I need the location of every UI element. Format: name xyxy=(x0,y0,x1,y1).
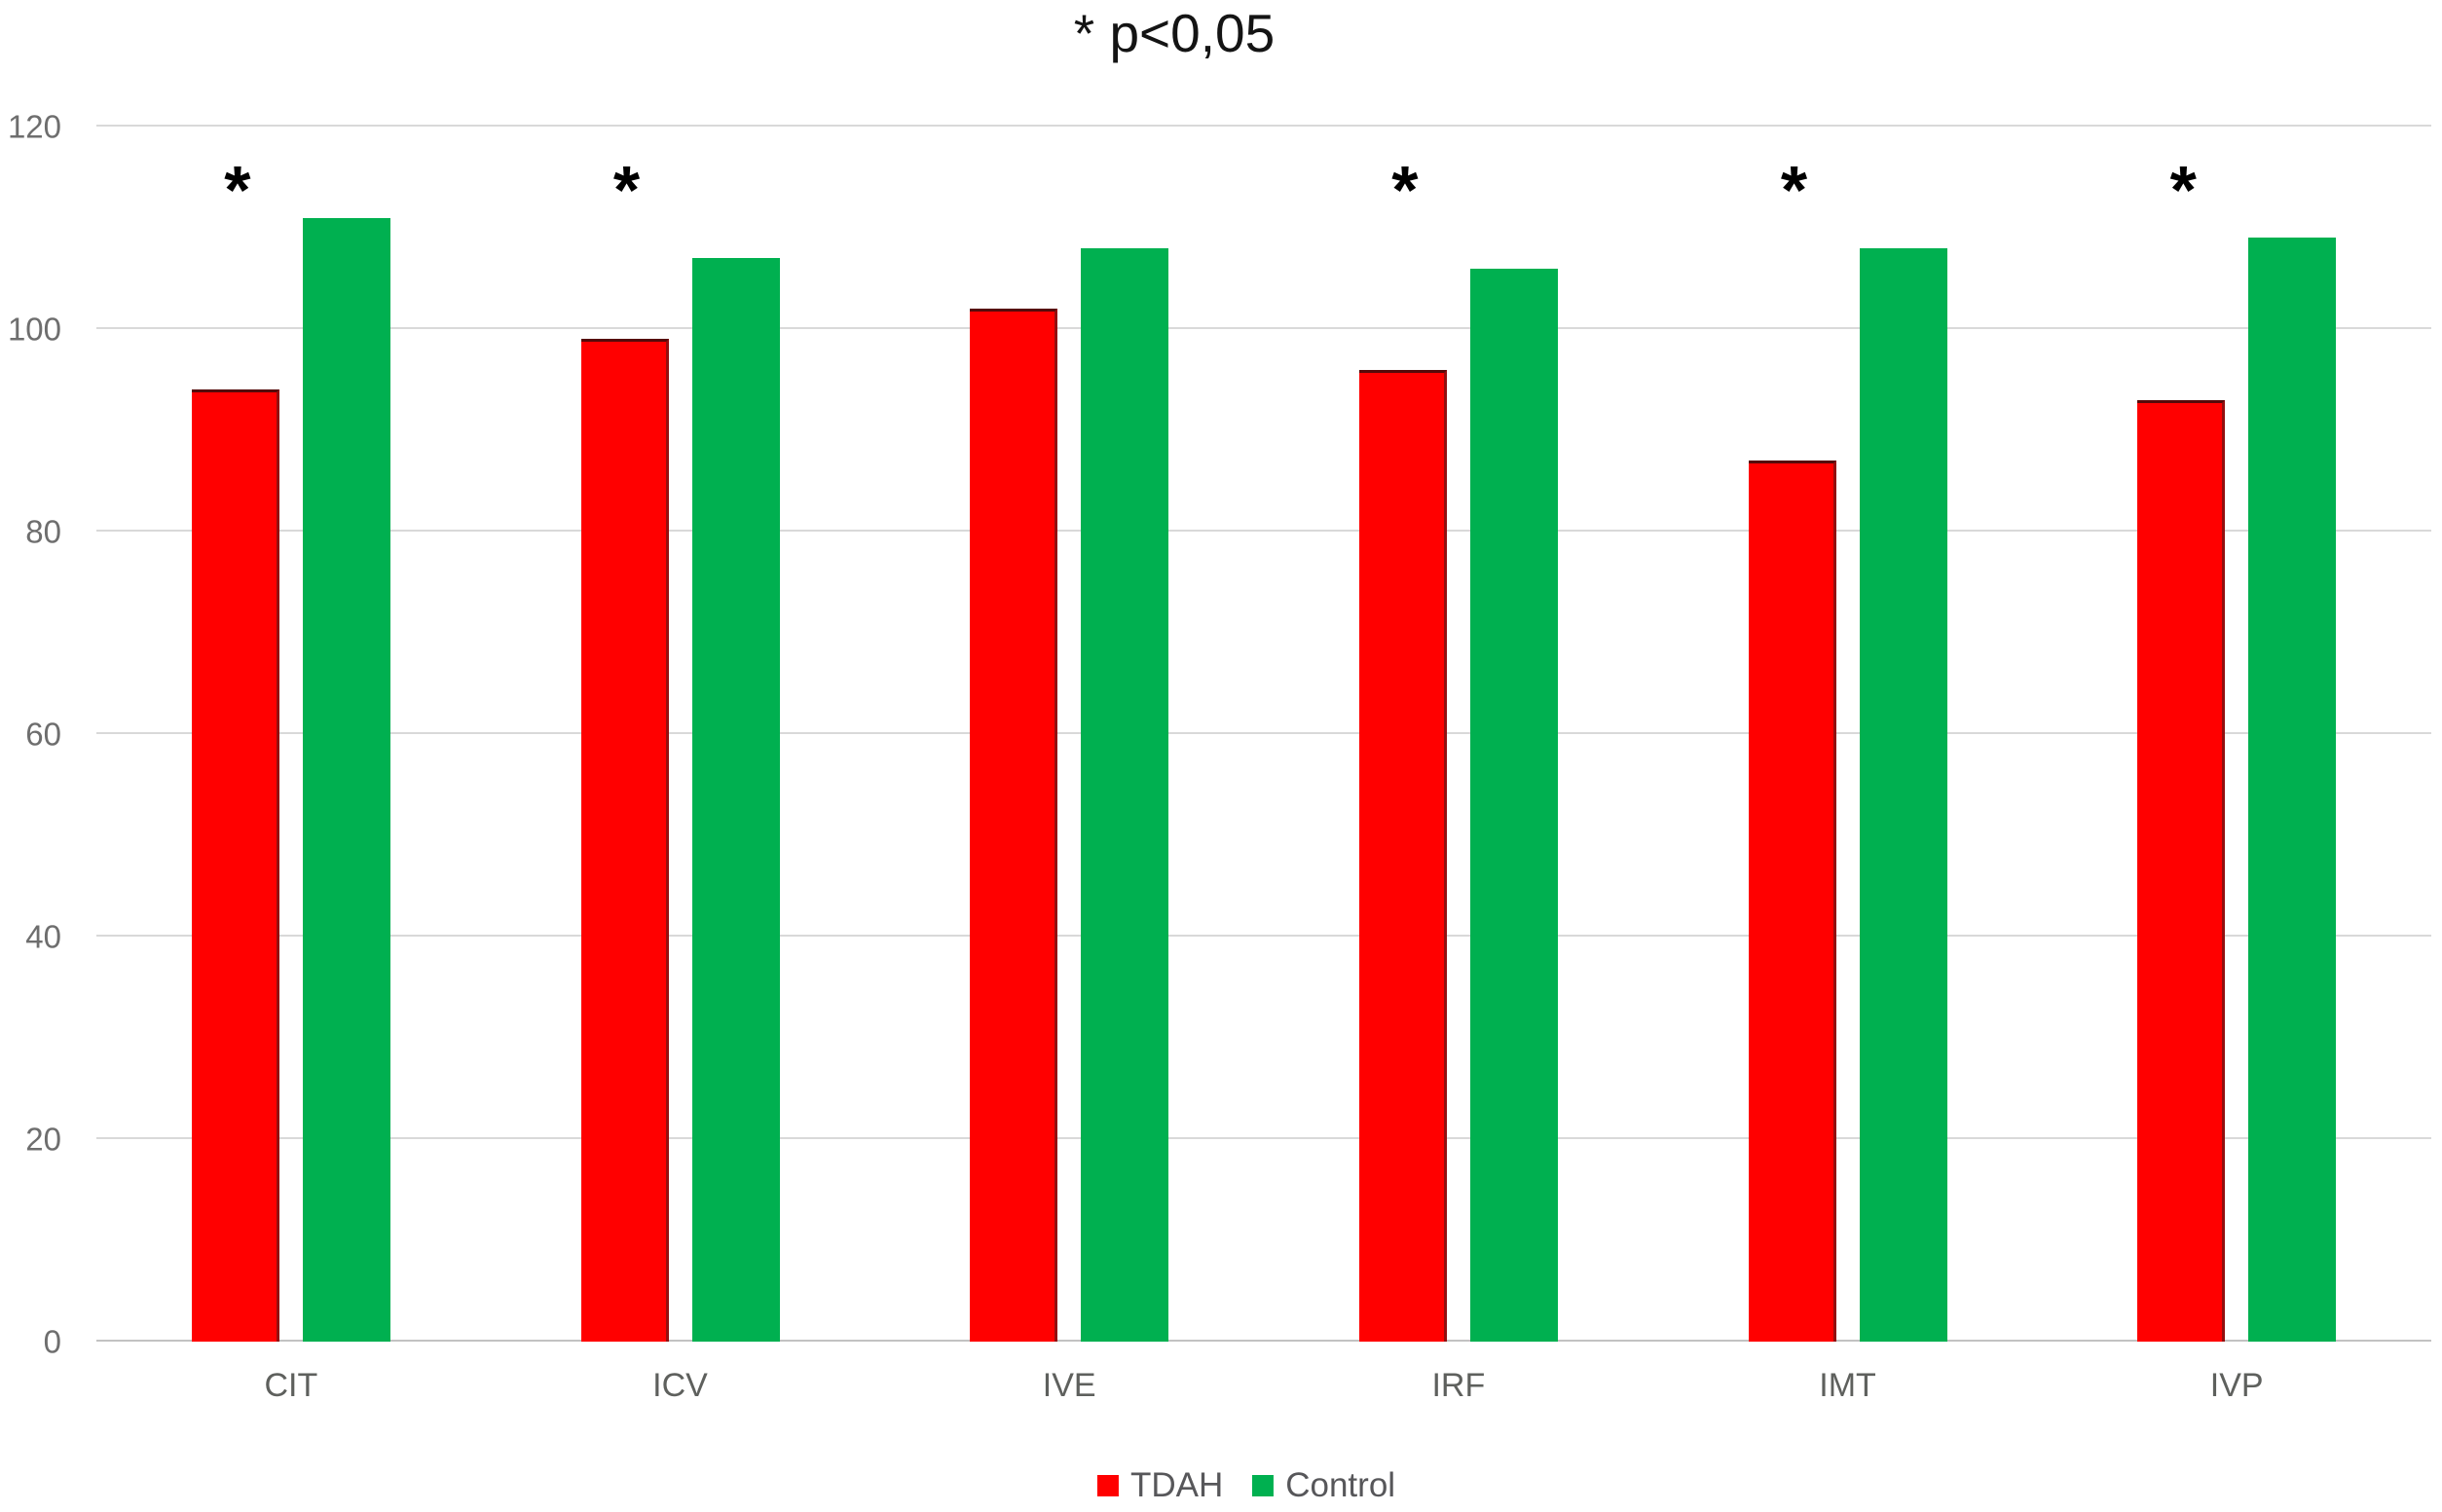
bar-control xyxy=(1859,247,1947,1342)
gridline xyxy=(96,327,2431,329)
x-axis-label: IMT xyxy=(1819,1367,1876,1404)
bar-group: * xyxy=(96,127,486,1342)
bar-control xyxy=(302,217,390,1342)
gridline xyxy=(96,1340,2431,1342)
gridline xyxy=(96,530,2431,532)
x-axis-label: CIT xyxy=(264,1367,318,1404)
y-axis-label: 80 xyxy=(25,513,61,550)
legend-swatch-tdah xyxy=(1096,1475,1119,1496)
significance-asterisk: * xyxy=(224,152,251,228)
y-axis-label: 20 xyxy=(25,1121,61,1158)
x-axis-label: IVP xyxy=(2209,1367,2264,1404)
chart-title: * p<0,05 xyxy=(1073,3,1276,63)
bar-group xyxy=(874,127,1264,1342)
legend-label-tdah: TDAH xyxy=(1129,1466,1224,1504)
gridline xyxy=(96,935,2431,937)
y-axis-label: 40 xyxy=(25,918,61,955)
plot-area: * * * * * xyxy=(96,125,2431,1342)
gridline xyxy=(96,732,2431,734)
legend-item-control: Control xyxy=(1252,1466,1395,1505)
significance-asterisk: * xyxy=(612,152,641,228)
bar-control xyxy=(2248,238,2337,1342)
bar-group: * xyxy=(1653,127,2043,1342)
x-axis-label: ICV xyxy=(652,1367,708,1404)
x-axis: CIT ICV IVE IRF IMT IVP xyxy=(96,1367,2431,1405)
y-axis: 0 20 40 60 80 100 120 xyxy=(0,111,96,1358)
gridline xyxy=(96,125,2431,127)
significance-asterisk: * xyxy=(2169,152,2197,228)
y-axis-label: 60 xyxy=(25,716,61,753)
y-axis-label: 100 xyxy=(7,311,61,348)
bar-tdah xyxy=(1748,461,1836,1342)
bar-tdah xyxy=(191,389,279,1342)
y-axis-label: 0 xyxy=(43,1323,61,1360)
bar-group: * xyxy=(486,127,875,1342)
legend-swatch-control xyxy=(1252,1475,1275,1496)
bar-tdah xyxy=(970,309,1058,1342)
gridline xyxy=(96,1137,2431,1139)
bar-control xyxy=(1469,268,1558,1342)
y-axis-label: 120 xyxy=(7,108,61,145)
legend-label-control: Control xyxy=(1285,1466,1396,1504)
x-axis-label: IVE xyxy=(1042,1367,1096,1404)
bar-tdah xyxy=(580,339,669,1342)
bar-tdah xyxy=(2137,399,2226,1342)
x-axis-label: IRF xyxy=(1431,1367,1486,1404)
bar-control xyxy=(1081,247,1169,1342)
bar-tdah xyxy=(1358,369,1447,1342)
significance-asterisk: * xyxy=(1391,152,1419,228)
bar-group: * xyxy=(1264,127,1653,1342)
bar-control xyxy=(691,258,780,1342)
legend-item-tdah: TDAH xyxy=(1096,1466,1224,1505)
significance-asterisk: * xyxy=(1780,152,1808,228)
bar-group: * xyxy=(2042,127,2431,1342)
legend: TDAH Control xyxy=(1096,1466,1395,1505)
